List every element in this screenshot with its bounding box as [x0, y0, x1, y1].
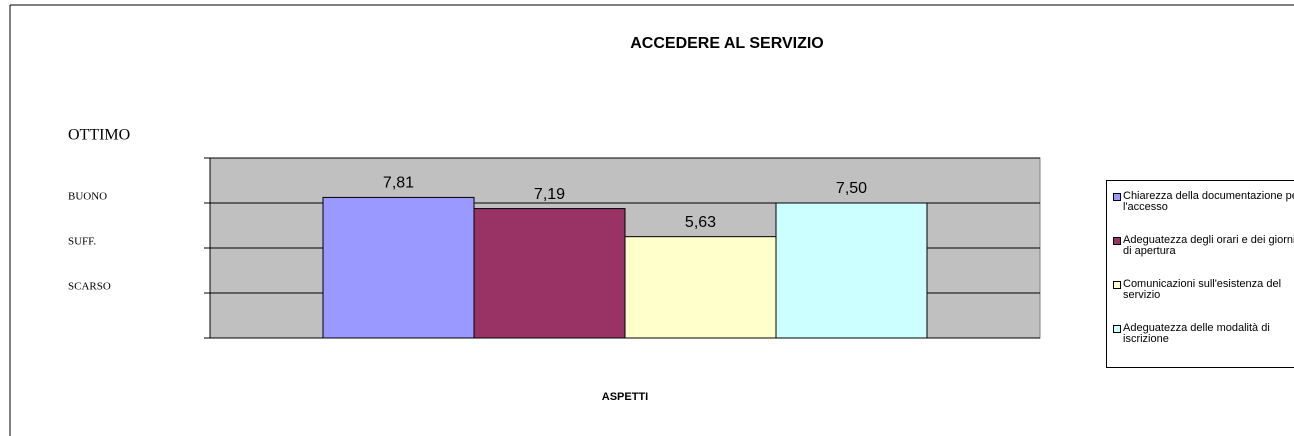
legend-swatch [1113, 325, 1121, 333]
legend-item: Chiarezza della documentazione per l'acc… [1113, 191, 1294, 235]
y-tick-label: SUFF. [68, 236, 96, 248]
bar [624, 236, 777, 339]
legend-label: Comunicazioni sull'esistenza del servizi… [1123, 278, 1282, 301]
legend-label: Chiarezza della documentazione per l'acc… [1123, 190, 1294, 213]
x-axis-title: ASPETTI [602, 391, 648, 403]
data-label: 5,63 [685, 214, 716, 231]
bar [775, 202, 928, 339]
legend: Chiarezza della documentazione per l'acc… [1106, 180, 1294, 368]
legend-label: Adeguatezza delle modalità di iscrizione [1123, 322, 1270, 345]
y-tick-label: SCARSO [68, 281, 111, 293]
legend-swatch [1113, 193, 1121, 201]
legend-label: Adeguatezza degli orari e dei giorni di … [1123, 234, 1294, 257]
data-label: 7,50 [836, 180, 867, 197]
bar [322, 196, 475, 339]
legend-swatch [1113, 237, 1121, 245]
legend-item: Comunicazioni sull'esistenza del servizi… [1113, 279, 1294, 323]
legend-item: Adeguatezza delle modalità di iscrizione [1113, 323, 1294, 367]
data-label: 7,19 [534, 186, 565, 203]
data-label: 7,81 [383, 175, 414, 192]
legend-swatch [1113, 281, 1121, 289]
chart-title: ACCEDERE AL SERVIZIO [630, 35, 824, 52]
y-tick-label: OTTIMO [68, 127, 130, 144]
bar [473, 208, 626, 339]
legend-item: Adeguatezza degli orari e dei giorni di … [1113, 235, 1294, 279]
y-tick-label: BUONO [68, 191, 107, 203]
